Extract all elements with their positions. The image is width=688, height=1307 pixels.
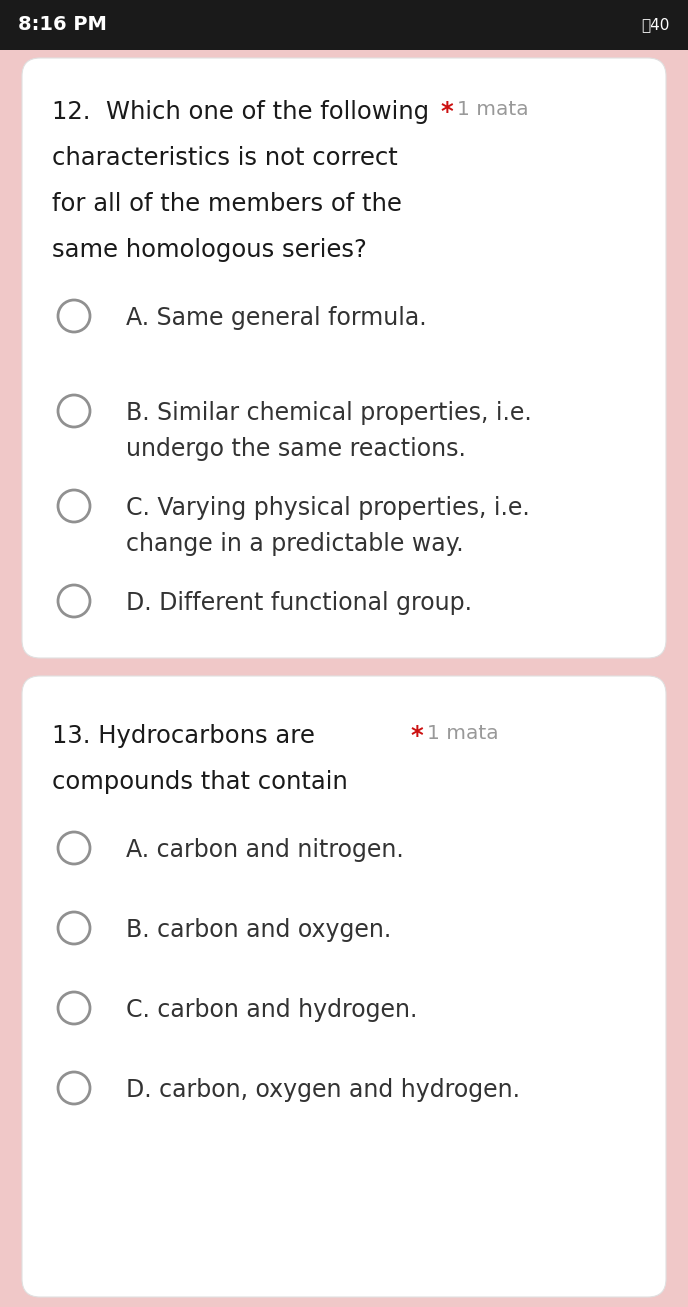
Text: for all of the members of the: for all of the members of the	[52, 192, 402, 216]
Text: 13. Hydrocarbons are: 13. Hydrocarbons are	[52, 724, 315, 748]
Text: undergo the same reactions.: undergo the same reactions.	[126, 437, 466, 461]
Text: B. carbon and oxygen.: B. carbon and oxygen.	[126, 918, 391, 942]
Text: C. carbon and hydrogen.: C. carbon and hydrogen.	[126, 999, 418, 1022]
FancyBboxPatch shape	[22, 676, 666, 1297]
Text: *: *	[440, 101, 453, 124]
Text: D. carbon, oxygen and hydrogen.: D. carbon, oxygen and hydrogen.	[126, 1078, 520, 1102]
Text: same homologous series?: same homologous series?	[52, 238, 367, 261]
Text: 1 mata: 1 mata	[427, 724, 499, 742]
FancyBboxPatch shape	[0, 0, 688, 50]
Text: B. Similar chemical properties, i.e.: B. Similar chemical properties, i.e.	[126, 401, 532, 425]
Text: characteristics is not correct: characteristics is not correct	[52, 146, 398, 170]
Text: 🔋40: 🔋40	[642, 17, 670, 33]
Text: 8:16 PM: 8:16 PM	[18, 16, 107, 34]
Text: C. Varying physical properties, i.e.: C. Varying physical properties, i.e.	[126, 495, 530, 520]
Text: 12.  Which one of the following: 12. Which one of the following	[52, 101, 429, 124]
Text: *: *	[410, 724, 422, 748]
Text: change in a predictable way.: change in a predictable way.	[126, 532, 464, 555]
Text: compounds that contain: compounds that contain	[52, 770, 347, 793]
Text: D. Different functional group.: D. Different functional group.	[126, 591, 472, 616]
FancyBboxPatch shape	[22, 58, 666, 657]
Text: A. Same general formula.: A. Same general formula.	[126, 306, 427, 329]
Text: 1 mata: 1 mata	[457, 101, 528, 119]
Text: A. carbon and nitrogen.: A. carbon and nitrogen.	[126, 838, 404, 863]
